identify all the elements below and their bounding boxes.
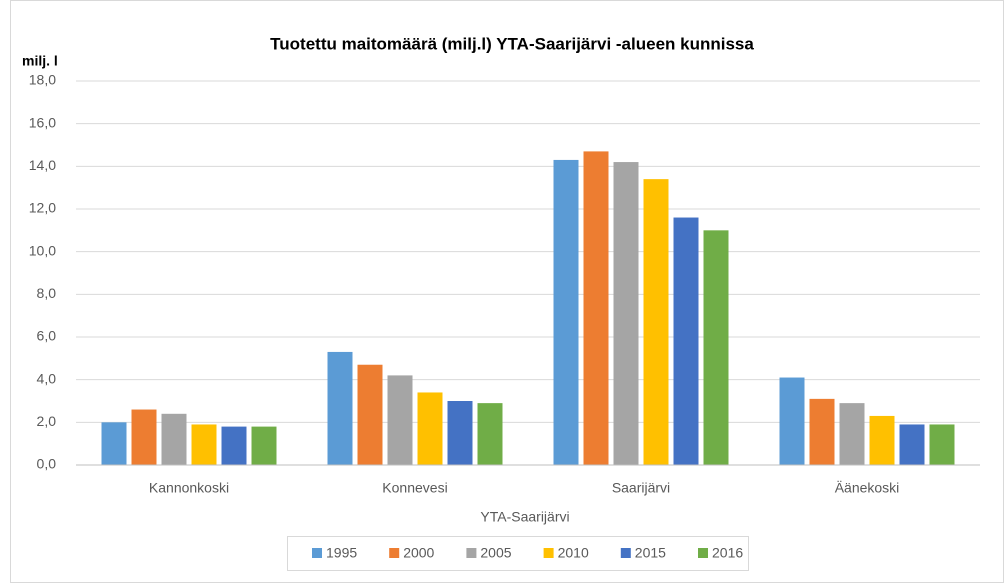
bar	[809, 398, 835, 465]
legend-label: 2000	[403, 545, 434, 561]
bar	[357, 364, 383, 465]
legend-label: 1995	[326, 545, 357, 561]
y-tick-label: 16,0	[29, 114, 56, 130]
x-tick-label: Saarijärvi	[612, 480, 670, 496]
bar	[447, 401, 473, 465]
legend-label: 2010	[558, 545, 589, 561]
x-tick-label: Kannonkoski	[149, 480, 229, 496]
y-tick-label: 0,0	[37, 456, 57, 472]
legend-swatch	[543, 548, 554, 558]
y-tick-label: 10,0	[29, 242, 56, 258]
bar	[583, 151, 609, 465]
bar	[221, 426, 247, 465]
chart-title: Tuotettu maitomäärä (milj.l) YTA-Saarijä…	[270, 34, 754, 53]
chart-border	[10, 0, 1004, 583]
bar	[929, 424, 955, 465]
bar	[779, 377, 805, 465]
y-tick-label: 14,0	[29, 157, 56, 173]
bar	[613, 162, 639, 466]
legend-box	[287, 536, 749, 571]
bar	[387, 375, 413, 465]
bar	[899, 424, 925, 465]
bar	[101, 422, 127, 465]
y-tick-label: 2,0	[37, 413, 57, 429]
bar	[673, 217, 699, 465]
legend-label: 2005	[480, 545, 511, 561]
bar	[251, 426, 277, 465]
bar	[703, 230, 729, 465]
bar	[417, 392, 443, 465]
bar	[477, 403, 503, 465]
y-axis-label: milj. l	[22, 53, 58, 69]
y-tick-label: 8,0	[37, 285, 57, 301]
y-tick-label: 12,0	[29, 200, 56, 216]
legend-swatch	[698, 548, 708, 558]
legend-swatch	[312, 548, 322, 558]
bar	[131, 409, 157, 465]
bar	[327, 351, 353, 465]
y-tick-label: 6,0	[37, 328, 57, 344]
legend-swatch	[466, 548, 477, 558]
legend-swatch	[620, 548, 631, 558]
bar	[869, 415, 895, 465]
legend-label: 2015	[635, 545, 666, 561]
x-tick-label: Konnevesi	[382, 480, 447, 496]
bar	[839, 403, 865, 465]
bar	[643, 179, 669, 465]
legend-swatch	[389, 548, 400, 558]
bar	[553, 159, 579, 465]
bar	[161, 413, 187, 465]
y-tick-label: 18,0	[29, 72, 56, 88]
legend-label: 2016	[712, 545, 743, 561]
bar	[191, 424, 217, 465]
y-tick-label: 4,0	[37, 370, 57, 386]
x-axis-label: YTA-Saarijärvi	[480, 509, 569, 525]
x-tick-label: Äänekoski	[835, 480, 900, 496]
